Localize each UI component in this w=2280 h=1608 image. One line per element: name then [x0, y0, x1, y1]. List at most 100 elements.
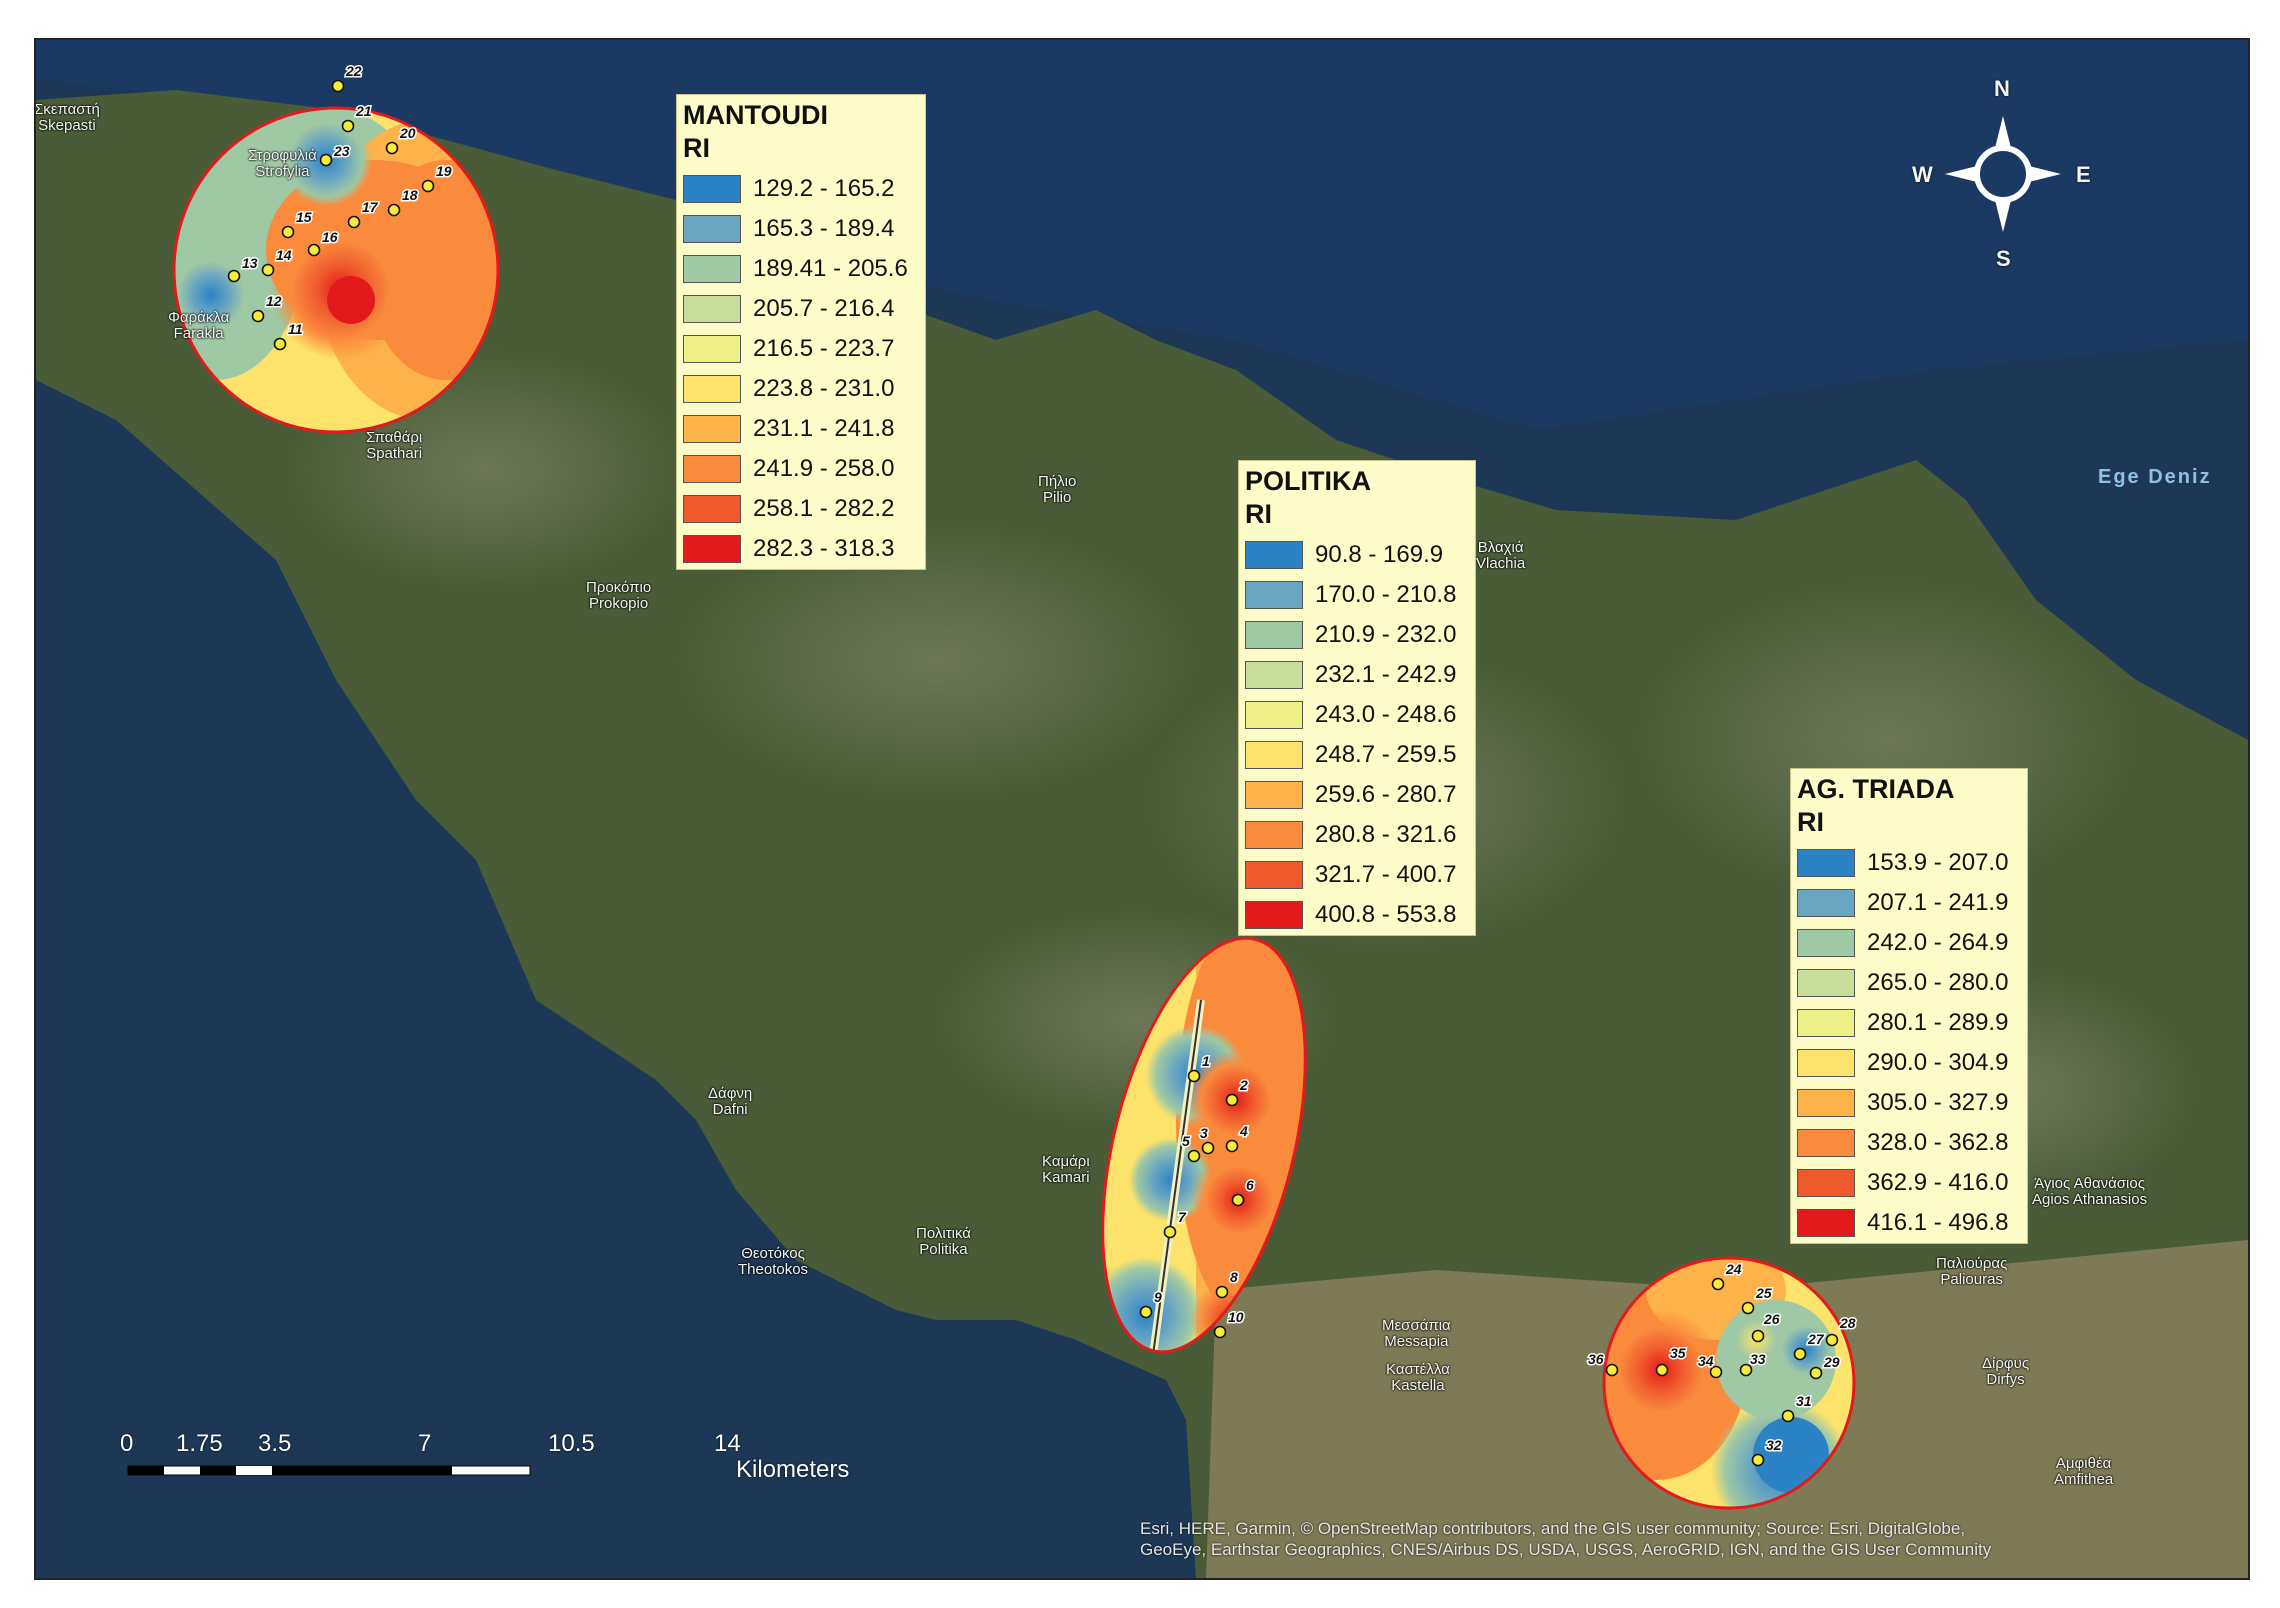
legend-mantoudi-item: 189.41 - 205.6 [677, 249, 925, 289]
sample-point-mantoudi: 23 [319, 142, 351, 167]
sample-point-label: 23 [333, 143, 350, 159]
compass-e: E [2076, 162, 2091, 187]
sample-point-marker [1739, 1363, 1753, 1377]
sample-point-marker [385, 141, 399, 155]
sample-point-marker [1751, 1329, 1765, 1343]
legend-mantoudi: MANTOUDI RI 129.2 - 165.2 165.3 - 189.4 18… [676, 94, 926, 570]
sample-point-label: 31 [1796, 1393, 1812, 1409]
sample-point-label: 18 [402, 187, 418, 203]
legend-swatch [683, 295, 741, 323]
legend-range-label: 265.0 - 280.0 [1867, 969, 2009, 996]
legend-agtriada-title: AG. TRIADA [1797, 774, 1955, 804]
sample-point-label: 13 [242, 255, 258, 271]
legend-agtriada-items: 153.9 - 207.0 207.1 - 241.9 242.0 - 264.9 2… [1791, 843, 2027, 1243]
sample-point-mantoudi: 19 [421, 162, 453, 193]
town-amfithea: Αμφιθέα Amfithea [2054, 1455, 2114, 1488]
sample-point-label: 20 [399, 125, 416, 141]
legend-swatch [1797, 1049, 1855, 1077]
legend-politika-subtitle: RI [1245, 499, 1272, 529]
sample-point-marker [421, 179, 435, 193]
legend-range-label: 248.7 - 259.5 [1315, 741, 1457, 768]
sample-point-agtriada: 26 [1751, 1310, 1781, 1343]
legend-politika-title: POLITIKA [1245, 466, 1371, 496]
gulf-north [36, 40, 2248, 430]
sample-point-label: 26 [1763, 1311, 1780, 1327]
town-politika: Πολιτικά Politika [916, 1225, 971, 1258]
legend-swatch [1797, 1009, 1855, 1037]
legend-range-label: 290.0 - 304.9 [1867, 1049, 2009, 1076]
relief-1 [676, 520, 1196, 800]
legend-range-label: 205.7 - 216.4 [753, 295, 895, 322]
sample-point-label: 14 [276, 247, 292, 263]
sample-point-mantoudi: 14 [261, 246, 293, 277]
sample-point-marker [227, 269, 241, 283]
sample-point-label: 5 [1182, 1133, 1190, 1149]
town-skepasti: Σκεπαστή Skepasti [34, 101, 100, 134]
town-prokopi: Προκόπιο Prokopio [586, 579, 652, 612]
legend-swatch [1797, 969, 1855, 997]
sample-point-marker [1605, 1363, 1619, 1377]
sample-point-label: 1 [1202, 1053, 1210, 1069]
legend-range-label: 231.1 - 241.8 [753, 415, 895, 442]
legend-agtriada-item: 153.9 - 207.0 [1791, 843, 2027, 883]
sample-point-marker [1741, 1301, 1755, 1315]
legend-politika-item: 280.8 - 321.6 [1239, 815, 1475, 855]
legend-range-label: 189.41 - 205.6 [753, 255, 908, 282]
town-kastella: Καστέλλα Kastella [1386, 1361, 1450, 1394]
legend-swatch [1797, 929, 1855, 957]
sample-point-marker [387, 203, 401, 217]
legend-agtriada-item: 242.0 - 264.9 [1791, 923, 2027, 963]
sample-point-label: 36 [1588, 1351, 1604, 1367]
sample-point-label: 35 [1670, 1345, 1686, 1361]
legend-range-label: 90.8 - 169.9 [1315, 541, 1444, 568]
town-pilio: Πήλιο Pilio [1038, 473, 1077, 506]
sample-point-marker [1825, 1333, 1839, 1347]
sample-point-agtriada: 34 [1697, 1352, 1723, 1379]
legend-range-label: 129.2 - 165.2 [753, 175, 895, 202]
scale-tick-5: 14 [714, 1430, 741, 1457]
legend-politika-item: 170.0 - 210.8 [1239, 575, 1475, 615]
sample-point-marker [1711, 1277, 1725, 1291]
legend-agtriada-item: 265.0 - 280.0 [1791, 963, 2027, 1003]
sample-point-mantoudi: 12 [251, 292, 283, 323]
scale-tick-2: 3.5 [258, 1430, 292, 1457]
legend-swatch [1245, 701, 1303, 729]
legend-swatch [1245, 901, 1303, 929]
sample-point-label: 11 [288, 321, 303, 337]
legend-agtriada-item: 207.1 - 241.9 [1791, 883, 2027, 923]
sample-point-marker [1139, 1305, 1153, 1319]
sample-point-mantoudi: 13 [227, 254, 259, 283]
legend-range-label: 165.3 - 189.4 [753, 215, 895, 242]
legend-swatch [1245, 861, 1303, 889]
legend-range-label: 207.1 - 241.9 [1867, 889, 2009, 916]
map-attribution: Esri, HERE, Garmin, © OpenStreetMap cont… [1140, 1519, 1992, 1559]
sample-point-marker [1781, 1409, 1795, 1423]
politika-boundary [1101, 936, 1307, 1354]
legend-mantoudi-item: 165.3 - 189.4 [677, 209, 925, 249]
sample-point-politika: 4 [1225, 1122, 1250, 1153]
scale-tick-3: 7 [418, 1430, 432, 1457]
legend-swatch [683, 415, 741, 443]
sample-point-label: 19 [436, 163, 452, 179]
legend-swatch [1245, 741, 1303, 769]
legend-agtriada: AG. TRIADA RI 153.9 - 207.0 207.1 - 241.9… [1790, 768, 2028, 1244]
legend-swatch [1797, 889, 1855, 917]
legend-range-label: 259.6 - 280.7 [1315, 781, 1457, 808]
compass-rose [1945, 116, 2061, 232]
legend-swatch [1245, 621, 1303, 649]
sample-point-mantoudi: 16 [307, 228, 339, 257]
legend-politika: POLITIKA RI 90.8 - 169.9 170.0 - 210.8 210… [1238, 460, 1476, 936]
agtriada-boundary [1602, 1256, 1856, 1510]
legend-politika-item: 321.7 - 400.7 [1239, 855, 1475, 895]
sample-point-marker [331, 79, 345, 93]
sample-point-label: 3 [1200, 1125, 1208, 1141]
sample-point-marker [281, 225, 295, 239]
legend-mantoudi-item: 216.5 - 223.7 [677, 329, 925, 369]
legend-range-label: 400.8 - 553.8 [1315, 901, 1457, 928]
scale-tick-1: 1.75 [176, 1430, 223, 1457]
legend-swatch [683, 535, 741, 563]
legend-mantoudi-item: 129.2 - 165.2 [677, 169, 925, 209]
sample-point-marker [319, 153, 333, 167]
sample-point-mantoudi: 17 [347, 198, 380, 229]
